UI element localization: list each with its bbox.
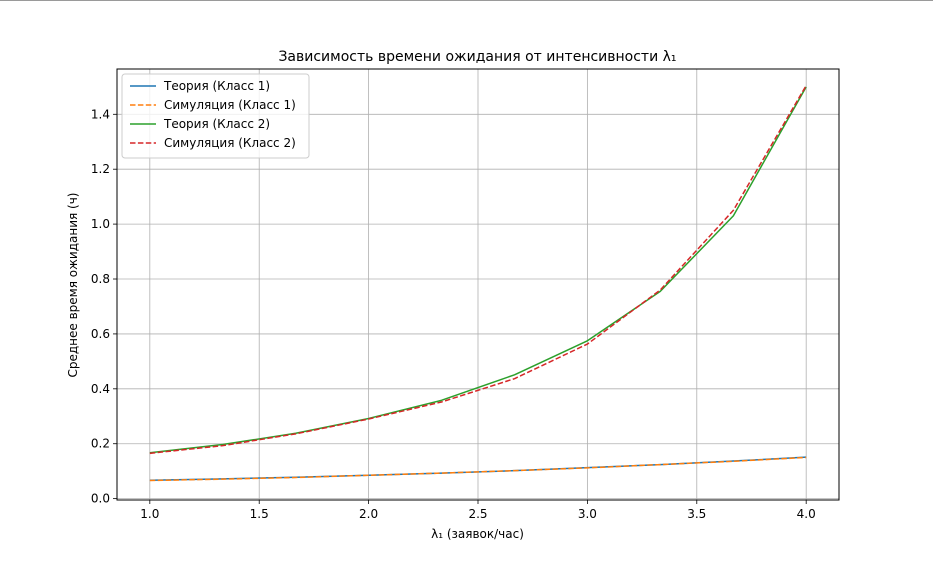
legend-label: Симуляция (Класс 1) [164,98,296,112]
ticks: 1.0 1.5 2.0 2.5 3.0 3.5 4.0 0.0 0.2 0.4 0.6 0.8 1.0 1… [91,107,816,521]
x-tick-label: 3.5 [687,507,706,521]
window-top-border [0,0,933,1]
x-tick-label: 4.0 [797,507,816,521]
series-lines [149,85,807,482]
legend-label: Теория (Класс 2) [163,117,270,131]
x-tick-label: 2.5 [468,507,487,521]
chart-title: Зависимость времени ожидания от интенсив… [278,49,676,65]
y-tick-label: 1.0 [91,217,110,231]
x-tick-label: 2.0 [359,507,378,521]
x-axis-label: λ₁ (заявок/час) [431,527,524,541]
y-tick-label: 0.4 [91,382,110,396]
legend-label: Теория (Класс 1) [163,79,270,93]
y-tick-label: 0.6 [91,327,110,341]
legend-label: Симуляция (Класс 2) [164,136,296,150]
legend-box [121,73,310,159]
y-tick-label: 0.8 [91,272,110,286]
legend: Теория (Класс 1) Симуляция (Класс 1) Теори… [121,73,310,159]
y-tick-label: 1.2 [91,162,110,176]
x-tick-label: 3.0 [578,507,597,521]
y-axis-label: Среднее время ожидания (ч) [66,193,80,378]
series-line-4 [149,85,807,455]
y-tick-label: 0.0 [91,492,110,506]
series-line-2 [149,456,807,482]
y-tick-label: 1.4 [91,107,110,121]
series-line-3 [149,86,807,454]
x-tick-label: 1.5 [250,507,269,521]
y-tick-label: 0.2 [91,437,110,451]
x-tick-label: 1.0 [140,507,159,521]
grid [117,69,839,500]
